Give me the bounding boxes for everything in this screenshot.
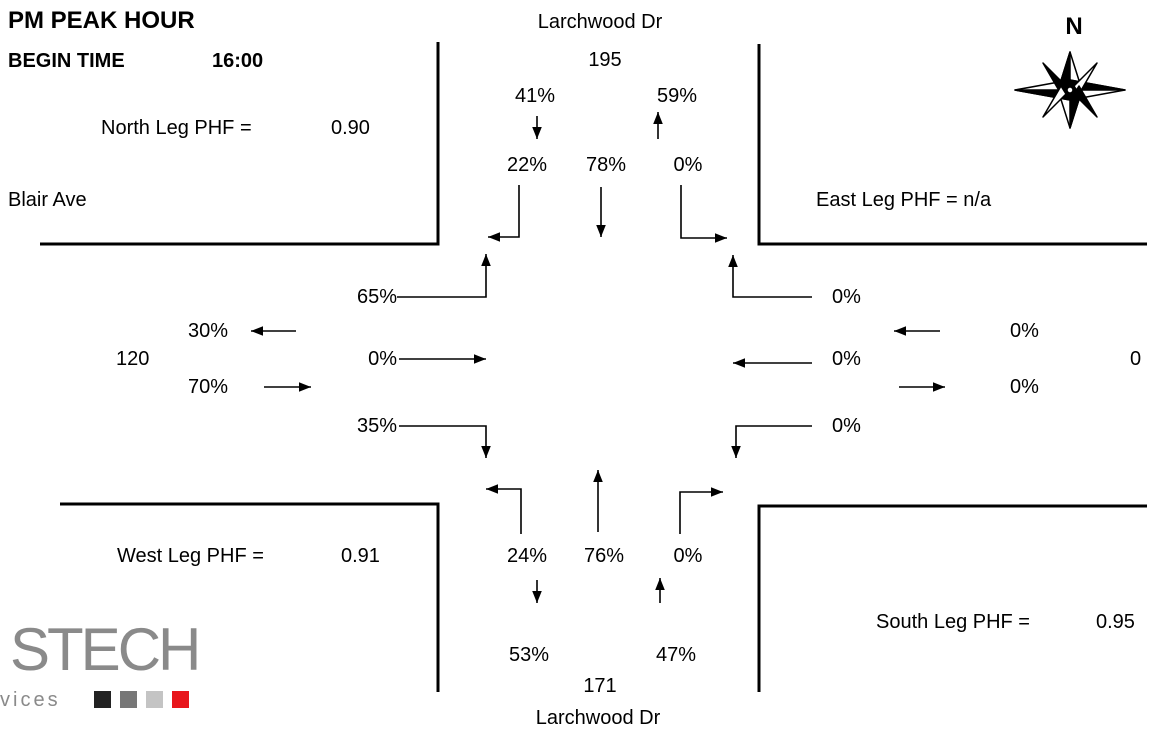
- south-in-pct: 47%: [655, 644, 697, 666]
- west-phf-label: West Leg PHF =: [117, 545, 264, 567]
- east-out-pct: 0%: [1010, 376, 1039, 398]
- curb-southwest: [60, 502, 440, 692]
- west-left-turn-pct: 65%: [356, 286, 397, 308]
- north-left-turn-arrow: [680, 185, 727, 243]
- north-leg-total: 195: [588, 49, 622, 71]
- compass-rose-icon: [1014, 51, 1126, 129]
- begin-time-label: BEGIN TIME: [8, 50, 125, 72]
- logo-square-icon: [94, 691, 111, 708]
- west-phf-value: 0.91: [341, 545, 380, 567]
- north-right-turn-arrow: [488, 185, 520, 242]
- north-phf-value: 0.90: [331, 117, 370, 139]
- curb-southeast: [757, 504, 1147, 692]
- logo-squares: [94, 691, 198, 713]
- west-right-turn-pct: 35%: [356, 415, 397, 437]
- logo-tagline: vices: [0, 689, 61, 711]
- west-out-pct: 30%: [188, 320, 229, 342]
- west-right-turn-arrow: [399, 425, 491, 458]
- east-phf-label: East Leg PHF = n/a: [816, 189, 992, 211]
- street-name-south: Larchwood Dr: [535, 707, 661, 729]
- curb-northwest: [40, 42, 440, 246]
- east-left-turn-pct: 0%: [832, 415, 861, 437]
- street-name-west: Blair Ave: [8, 189, 87, 211]
- west-left-turn-arrow: [397, 254, 491, 298]
- north-phf-label: North Leg PHF =: [101, 117, 252, 139]
- north-right-turn-pct: 22%: [506, 154, 548, 176]
- west-in-pct: 70%: [188, 376, 229, 398]
- east-in-pct: 0%: [1010, 320, 1039, 342]
- east-left-turn-arrow: [731, 425, 812, 458]
- east-right-turn-pct: 0%: [832, 286, 861, 308]
- north-thru-pct: 78%: [585, 154, 627, 176]
- east-leg-total: 0: [1130, 348, 1142, 370]
- south-left-turn-pct: 0%: [673, 545, 703, 567]
- south-phf-value: 0.95: [1096, 611, 1135, 633]
- south-out-pct: 53%: [508, 644, 550, 666]
- south-thru-pct: 76%: [583, 545, 625, 567]
- north-arrow-label: N: [1065, 13, 1083, 40]
- logo-square-icon: [146, 691, 163, 708]
- east-right-turn-arrow: [728, 255, 812, 298]
- begin-time-value: 16:00: [212, 50, 264, 72]
- company-logo: STECH vices: [0, 618, 220, 730]
- north-in-pct: 41%: [514, 85, 556, 107]
- curb-northeast: [757, 44, 1147, 246]
- logo-square-icon: [172, 691, 189, 708]
- south-right-turn-arrow: [486, 484, 522, 534]
- south-leg-total: 171: [583, 675, 617, 697]
- logo-square-icon: [120, 691, 137, 708]
- logo-wordmark: STECH: [10, 616, 201, 683]
- north-left-turn-pct: 0%: [673, 154, 703, 176]
- page-title: PM PEAK HOUR: [8, 7, 195, 34]
- west-thru-pct: 0%: [368, 348, 397, 370]
- west-leg-total: 120: [116, 348, 150, 370]
- street-name-north: Larchwood Dr: [537, 11, 663, 33]
- south-right-turn-pct: 24%: [506, 545, 548, 567]
- south-phf-label: South Leg PHF =: [876, 611, 1030, 633]
- south-left-turn-arrow: [679, 487, 723, 534]
- east-thru-pct: 0%: [832, 348, 861, 370]
- north-out-pct: 59%: [656, 85, 698, 107]
